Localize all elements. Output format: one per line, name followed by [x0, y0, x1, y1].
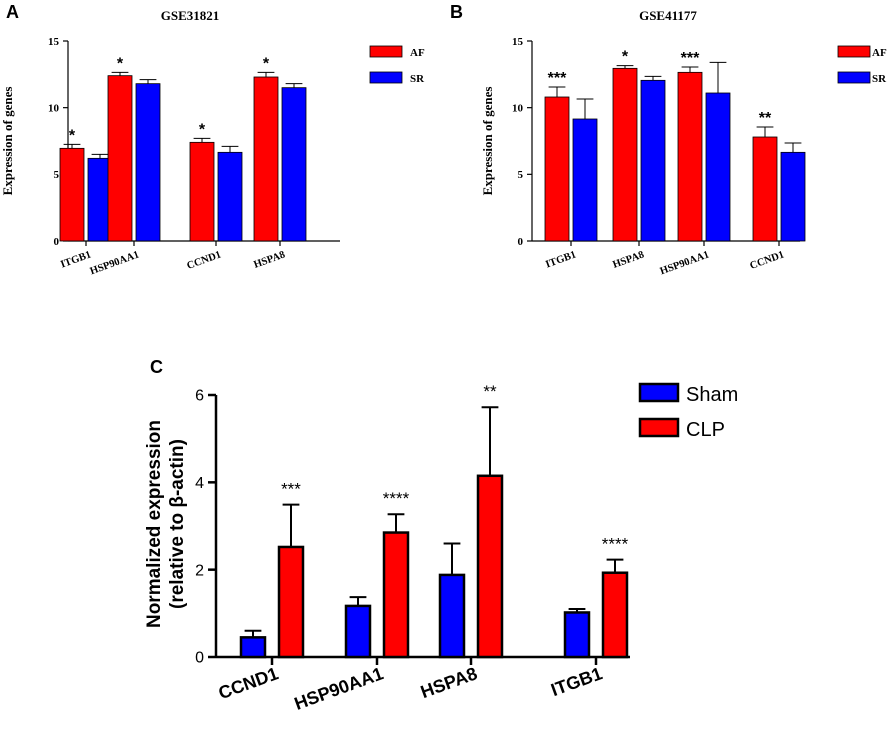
- significance-marker: *: [263, 55, 270, 72]
- panel-a-label: A: [6, 2, 19, 22]
- bar-af-itgb1: [544, 96, 570, 242]
- panel-c-y-axis-label-line2: (relative to β-actin): [167, 439, 188, 609]
- bar-sham-hspa8: [438, 573, 466, 659]
- x-category-label: CCND1: [185, 249, 222, 272]
- y-tick-label: 5: [54, 169, 60, 181]
- bar-sr-ccnd1: [217, 151, 243, 242]
- x-category-label: HSPA8: [418, 663, 480, 702]
- legend-label-af: AF: [872, 47, 887, 59]
- legend-swatch-af: [369, 45, 403, 58]
- panel-c: C Normalized expression (relative to β-a…: [144, 357, 738, 714]
- legend-label-sr: SR: [410, 73, 425, 85]
- y-tick-label: 5: [518, 169, 524, 181]
- bar-clp-hsp90aa1: [382, 531, 410, 659]
- bar-af-hspa8: [612, 67, 638, 242]
- significance-marker: *: [69, 127, 76, 144]
- y-tick-label: 0: [195, 650, 204, 667]
- bar-af-ccnd1: [189, 141, 215, 242]
- y-tick-label: 10: [48, 103, 60, 115]
- y-tick-label: 15: [48, 36, 60, 48]
- legend-label-sr: SR: [872, 73, 887, 85]
- y-tick-label: 0: [54, 236, 60, 248]
- panel-a: A GSE31821 Expression of genes 0 5 10 15 ITG…: [0, 2, 425, 277]
- bar-sham-ccnd1: [239, 636, 267, 659]
- bar-sham-hsp90aa1: [344, 604, 372, 659]
- panel-b: B GSE41177 Expression of genes 0 5 10 15 ITG…: [450, 2, 887, 277]
- bar-sr-itgb1: [572, 118, 598, 242]
- legend-label-clp: CLP: [686, 419, 725, 441]
- significance-marker: ***: [281, 480, 301, 499]
- significance-marker: *: [199, 121, 206, 138]
- x-category-label: HSP90AA1: [292, 663, 386, 714]
- bar-sr-hsp90aa1: [135, 83, 161, 242]
- x-category-label: ITGB1: [544, 249, 577, 270]
- significance-marker: *: [117, 55, 124, 72]
- x-category-label: ITGB1: [548, 663, 605, 700]
- legend-swatch-clp: [638, 417, 680, 438]
- legend-swatch-sr: [837, 71, 871, 84]
- significance-marker: **: [483, 382, 497, 401]
- significance-marker: *: [622, 49, 629, 66]
- y-tick-label: 15: [512, 36, 524, 48]
- x-category-label: HSP90AA1: [89, 249, 141, 277]
- significance-marker: ****: [602, 535, 629, 554]
- bar-af-itgb1: [59, 147, 85, 242]
- significance-marker: ****: [383, 489, 410, 508]
- x-category-label: ITGB1: [59, 249, 92, 270]
- x-category-label: CCND1: [216, 663, 281, 703]
- bar-af-ccnd1: [752, 136, 778, 242]
- significance-marker: ***: [681, 50, 700, 67]
- x-category-label: HSPA8: [611, 249, 645, 270]
- y-tick-label: 2: [195, 562, 204, 579]
- bar-clp-hspa8: [476, 474, 504, 659]
- panel-b-label: B: [450, 2, 463, 22]
- bar-sr-hspa8: [281, 87, 307, 242]
- significance-marker: **: [759, 110, 772, 127]
- legend-swatch-sham: [638, 382, 680, 403]
- bar-sham-itgb1: [563, 611, 591, 659]
- bar-clp-itgb1: [601, 571, 629, 659]
- panel-a-y-axis-label: Expression of genes: [0, 87, 15, 196]
- y-tick-label: 10: [512, 103, 524, 115]
- y-tick-label: 4: [195, 475, 204, 492]
- panel-b-title: GSE41177: [639, 8, 697, 23]
- y-tick-label: 6: [195, 388, 204, 405]
- x-category-label: HSPA8: [252, 249, 286, 270]
- legend-swatch-sr: [369, 71, 403, 84]
- panel-c-label: C: [150, 357, 163, 377]
- panel-b-y-axis-label: Expression of genes: [480, 87, 495, 196]
- bar-clp-ccnd1: [277, 545, 305, 659]
- legend-swatch-af: [837, 45, 871, 58]
- panel-a-title: GSE31821: [161, 8, 220, 23]
- x-category-label: HSP90AA1: [659, 249, 711, 277]
- bar-sr-hspa8: [640, 79, 666, 242]
- significance-marker: ***: [548, 70, 567, 87]
- bar-af-hsp90aa1: [107, 75, 133, 242]
- bar-af-hspa8: [253, 76, 279, 242]
- y-tick-label: 0: [518, 236, 524, 248]
- bar-sr-hsp90aa1: [705, 92, 731, 242]
- bar-sr-ccnd1: [780, 151, 806, 242]
- panel-c-y-axis-label-line1: Normalized expression: [144, 420, 165, 628]
- bar-af-hsp90aa1: [677, 71, 703, 242]
- x-category-label: CCND1: [748, 249, 785, 272]
- legend-label-sham: Sham: [686, 384, 738, 406]
- legend-label-af: AF: [410, 47, 425, 59]
